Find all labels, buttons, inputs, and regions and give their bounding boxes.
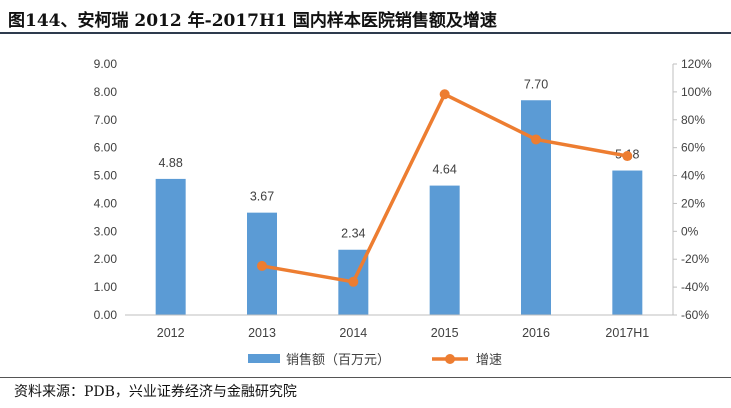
y2-tick-label: 120% bbox=[681, 57, 712, 71]
x-tick-label: 2016 bbox=[522, 326, 550, 340]
y-tick-label: 4.00 bbox=[94, 196, 118, 210]
growth-point bbox=[531, 134, 541, 145]
y-tick-label: 0.00 bbox=[94, 308, 118, 322]
bar-value-label: 2.34 bbox=[341, 227, 365, 241]
bar-value-label: 7.70 bbox=[524, 77, 548, 91]
y2-tick-label: -20% bbox=[681, 252, 709, 266]
y2-tick-label: 20% bbox=[681, 196, 705, 210]
bar-value-label: 3.67 bbox=[250, 190, 274, 204]
y2-tick-label: 0% bbox=[681, 224, 699, 238]
x-tick-label: 2014 bbox=[339, 326, 367, 340]
y-tick-label: 7.00 bbox=[94, 113, 118, 127]
growth-point bbox=[622, 151, 633, 162]
x-tick-label: 2015 bbox=[431, 326, 459, 340]
growth-point bbox=[439, 89, 450, 100]
y2-tick-label: -40% bbox=[681, 280, 709, 294]
growth-point bbox=[257, 260, 267, 271]
legend-bar-swatch bbox=[248, 354, 280, 363]
y-tick-label: 3.00 bbox=[94, 224, 118, 238]
x-tick-label: 2012 bbox=[157, 326, 185, 340]
combo-chart: 0.00 1.00 2.00 3.00 4.00 5.00 6.00 7.00 8.00 9.00… bbox=[94, 57, 712, 367]
legend-line-label: 增速 bbox=[476, 352, 502, 367]
source-divider bbox=[0, 377, 731, 378]
y2-tick-label: 60% bbox=[681, 141, 705, 155]
growth-point bbox=[348, 276, 359, 287]
chart-title: 图144、安柯瑞 2012 年-2017H1 国内样本医院销售额及增速 bbox=[8, 11, 497, 31]
y2-tick-label: 100% bbox=[681, 85, 712, 99]
legend-bar-label: 销售额（百万元） bbox=[286, 352, 390, 367]
y-tick-label: 5.00 bbox=[94, 169, 118, 183]
source-note: 资料来源：PDB，兴业证券经济与金融研究院 bbox=[14, 384, 297, 400]
bar bbox=[429, 185, 460, 315]
y-tick-label: 6.00 bbox=[94, 141, 118, 155]
y-tick-label: 1.00 bbox=[94, 280, 118, 294]
y-tick-label: 8.00 bbox=[94, 85, 118, 99]
title-divider bbox=[0, 32, 731, 34]
bar bbox=[155, 178, 186, 315]
chart-area: 0.00 1.00 2.00 3.00 4.00 5.00 6.00 7.00 8.00 9.00… bbox=[0, 36, 731, 376]
x-tick-label: 2017H1 bbox=[605, 326, 649, 340]
legend-line-marker bbox=[445, 354, 455, 364]
bar-value-label: 4.88 bbox=[158, 156, 182, 170]
y-tick-label: 2.00 bbox=[94, 252, 118, 266]
y2-tick-label: -60% bbox=[681, 308, 709, 322]
y-tick-label: 9.00 bbox=[94, 57, 118, 71]
y2-tick-label: 40% bbox=[681, 169, 705, 183]
y2-tick-label: 80% bbox=[681, 113, 705, 127]
bar-value-label: 4.64 bbox=[432, 163, 456, 177]
x-tick-label: 2013 bbox=[248, 326, 276, 340]
bar bbox=[612, 170, 643, 315]
